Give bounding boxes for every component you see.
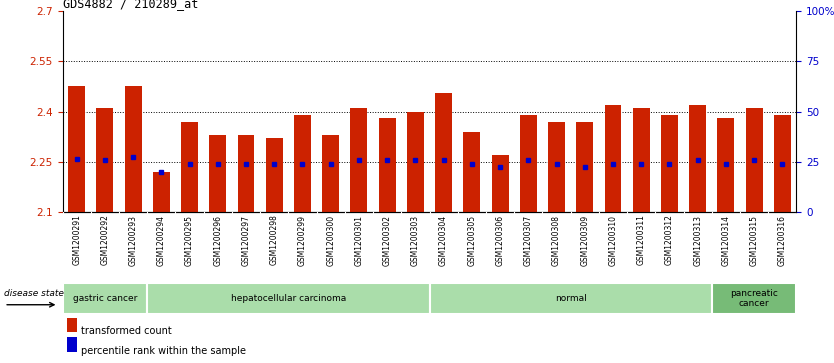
Text: GSM1200291: GSM1200291 [73,215,81,265]
Text: transformed count: transformed count [81,326,172,337]
Text: GSM1200303: GSM1200303 [411,215,420,266]
Text: GSM1200294: GSM1200294 [157,215,166,265]
Text: GSM1200315: GSM1200315 [750,215,759,265]
Text: gastric cancer: gastric cancer [73,294,137,303]
Text: GSM1200314: GSM1200314 [721,215,731,265]
Text: GSM1200305: GSM1200305 [467,215,476,266]
Bar [491,155,509,212]
Bar [435,93,452,212]
Text: GSM1200306: GSM1200306 [495,215,505,266]
Bar [97,108,113,212]
Bar [153,172,170,212]
Bar [266,139,283,212]
Text: GSM1200308: GSM1200308 [552,215,561,265]
Bar [63,283,148,314]
Bar [209,135,226,212]
Bar [548,122,565,212]
Text: GSM1200312: GSM1200312 [665,215,674,265]
Bar [464,132,480,212]
Bar [661,115,678,212]
Text: GSM1200301: GSM1200301 [354,215,364,265]
Text: hepatocellular carcinoma: hepatocellular carcinoma [231,294,346,303]
Text: GSM1200293: GSM1200293 [128,215,138,265]
Bar [605,105,621,212]
Bar [407,112,424,212]
Bar [238,135,254,212]
Bar [181,122,198,212]
Text: GSM1200311: GSM1200311 [636,215,646,265]
Bar [689,105,706,212]
Text: GSM1200298: GSM1200298 [269,215,279,265]
Bar [576,122,593,212]
Bar [774,115,791,212]
Text: GSM1200299: GSM1200299 [298,215,307,265]
Text: normal: normal [555,294,586,303]
Text: GSM1200297: GSM1200297 [242,215,250,265]
Bar [294,115,311,212]
Text: pancreatic
cancer: pancreatic cancer [731,289,778,308]
Text: GSM1200316: GSM1200316 [778,215,786,265]
Text: GSM1200309: GSM1200309 [580,215,590,266]
Text: GSM1200310: GSM1200310 [609,215,617,265]
Text: GSM1200296: GSM1200296 [214,215,223,265]
Bar [322,135,339,212]
Bar [148,283,430,314]
Text: GDS4882 / 210289_at: GDS4882 / 210289_at [63,0,198,10]
Text: GSM1200300: GSM1200300 [326,215,335,266]
Bar [520,115,537,212]
Text: GSM1200304: GSM1200304 [440,215,448,266]
Bar [717,118,735,212]
Text: GSM1200292: GSM1200292 [100,215,109,265]
Text: disease state: disease state [4,289,64,298]
Text: GSM1200302: GSM1200302 [383,215,392,265]
Bar [633,108,650,212]
Bar [350,108,368,212]
Text: GSM1200307: GSM1200307 [524,215,533,266]
Bar [711,283,796,314]
Text: percentile rank within the sample: percentile rank within the sample [81,346,246,356]
Bar [746,108,762,212]
Text: GSM1200313: GSM1200313 [693,215,702,265]
Bar [68,86,85,212]
Bar [430,283,711,314]
Bar [124,86,142,212]
Text: GSM1200295: GSM1200295 [185,215,194,265]
Bar [379,118,395,212]
